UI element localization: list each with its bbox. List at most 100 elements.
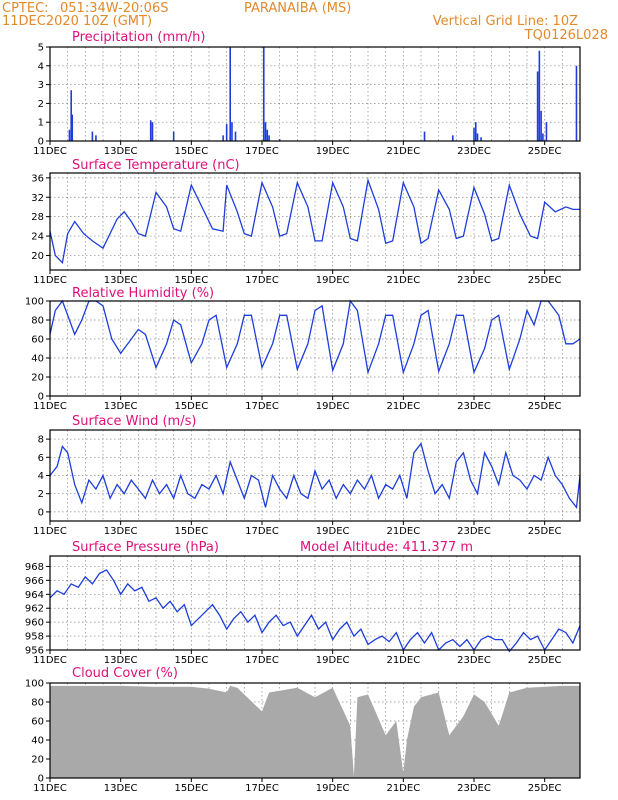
precip-bar — [473, 127, 475, 141]
y-tick-label: 20 — [31, 251, 44, 262]
precip-bar — [231, 122, 233, 141]
panel-pressure: 956 958 960 962 964 966 968 11DEC 13DEC 15DEC 17DE… — [25, 555, 581, 666]
x-tick-label: 17DEC — [245, 526, 279, 537]
panel-temp: 20 24 28 32 36 11DEC 13DEC 15DEC 17DEC 19DEC 21DEC… — [31, 172, 581, 286]
x-tick-label: 15DEC — [174, 146, 208, 157]
precip-bar — [423, 131, 426, 141]
x-tick-label: 25DEC — [528, 146, 562, 157]
panel-cloud: 0 20 40 60 80 100 11DEC 13DEC 15DEC 17DEC 19DEC 21D… — [25, 679, 581, 794]
x-tick-label: 21DEC — [386, 526, 420, 537]
y-tick-label: 36 — [31, 173, 44, 184]
x-tick-label: 17DEC — [245, 275, 279, 286]
precip-bar — [278, 139, 281, 141]
rh-line — [49, 299, 581, 375]
precip-bar — [480, 137, 482, 141]
x-tick-label: 13DEC — [104, 146, 138, 157]
wind-line — [49, 442, 581, 510]
x-tick-label: 17DEC — [245, 146, 279, 157]
precip-bar — [262, 47, 265, 141]
x-tick-label: 15DEC — [174, 401, 208, 412]
panel-title-wind: Surface Wind (m/s) — [72, 414, 196, 429]
y-tick-label: 100 — [25, 679, 44, 690]
precip-bar — [545, 122, 548, 141]
x-tick-label: 11DEC — [33, 655, 67, 666]
y-tick-label: 24 — [31, 232, 44, 243]
x-tick-label: 25DEC — [528, 526, 562, 537]
x-tick-label: 19DEC — [316, 783, 350, 794]
precip-bar — [476, 133, 479, 141]
precip-bar — [71, 114, 74, 141]
x-tick-label: 15DEC — [174, 275, 208, 286]
precip-bar — [264, 122, 267, 141]
y-tick-label: 966 — [25, 576, 44, 587]
precip-bar — [538, 50, 541, 142]
temp-line — [49, 177, 580, 265]
y-tick-label: 1 — [38, 118, 44, 129]
cloud-cover-area — [50, 685, 580, 778]
precip-bar — [234, 131, 237, 141]
x-tick-label: 25DEC — [528, 401, 562, 412]
y-tick-label: 0 — [38, 392, 44, 403]
y-tick-label: 958 — [25, 632, 44, 643]
precip-bar — [266, 129, 269, 141]
y-tick-label: 80 — [31, 316, 44, 327]
pressure-model-altitude: Model Altitude: 411.377 m — [300, 540, 473, 555]
precip-bar — [542, 133, 544, 141]
panel-title-humidity: Relative Humidity (%) — [72, 286, 214, 301]
x-tick-label: 23DEC — [457, 401, 491, 412]
y-tick-label: 0 — [38, 137, 44, 148]
x-tick-label: 11DEC — [33, 526, 67, 537]
pressure-line — [49, 569, 581, 653]
x-tick-label: 13DEC — [104, 526, 138, 537]
x-tick-label: 17DEC — [245, 783, 279, 794]
precip-bar — [229, 47, 231, 141]
y-tick-label: 32 — [31, 193, 44, 204]
header-location: 051:34W-20:06S — [60, 1, 168, 16]
y-tick-label: 2 — [38, 489, 44, 500]
x-tick-label: 13DEC — [104, 783, 138, 794]
x-tick-label: 19DEC — [316, 401, 350, 412]
y-tick-label: 6 — [38, 453, 44, 464]
x-tick-label: 23DEC — [457, 146, 491, 157]
header-source: CPTEC: — [2, 1, 49, 16]
header-grid-note: Vertical Grid Line: 10Z — [433, 14, 578, 29]
y-tick-label: 20 — [31, 373, 44, 384]
y-tick-label: 2 — [38, 99, 44, 110]
x-tick-label: 19DEC — [316, 275, 350, 286]
precip-bar — [222, 135, 224, 141]
precip-bar — [452, 135, 454, 141]
panel-precip: 0 1 2 3 4 5 11DEC 13DEC 15DEC 17DEC 19DEC 21DEC 23DE… — [33, 43, 581, 157]
x-tick-label: 21DEC — [386, 146, 420, 157]
y-tick-label: 4 — [38, 61, 44, 72]
panel-wind: 0 2 4 6 8 11DEC 13DEC 15DEC 17DEC 19DEC 21DEC 23DEC… — [33, 429, 581, 537]
precip-bar — [172, 131, 175, 141]
x-tick-label: 13DEC — [104, 401, 138, 412]
x-tick-label: 17DEC — [245, 401, 279, 412]
x-tick-label: 25DEC — [528, 275, 562, 286]
y-tick-label: 100 — [25, 297, 44, 308]
y-tick-label: 20 — [31, 755, 44, 766]
x-tick-label: 13DEC — [104, 655, 138, 666]
x-tick-label: 25DEC — [528, 655, 562, 666]
panel-frame — [49, 300, 581, 397]
panel-rh: 0 20 40 60 80 100 11DEC 13DEC 15DEC 17DEC 19DEC 21D… — [25, 297, 581, 412]
x-tick-label: 19DEC — [316, 655, 350, 666]
y-tick-label: 40 — [31, 736, 44, 747]
header-station: PARANAIBA (MS) — [244, 1, 351, 16]
y-tick-label: 5 — [38, 43, 44, 54]
x-tick-label: 23DEC — [457, 526, 491, 537]
y-tick-label: 28 — [31, 212, 44, 223]
y-tick-label: 3 — [38, 80, 44, 91]
x-tick-label: 19DEC — [316, 526, 350, 537]
precip-bar — [95, 135, 97, 141]
y-tick-label: 80 — [31, 698, 44, 709]
header-date: 11DEC2020 10Z (GMT) — [2, 14, 152, 29]
header-code: TQ0126L028 — [524, 28, 608, 43]
x-tick-label: 19DEC — [316, 146, 350, 157]
precip-bar — [540, 110, 542, 141]
x-tick-label: 23DEC — [457, 655, 491, 666]
precip-bar — [225, 124, 228, 141]
x-tick-label: 15DEC — [174, 526, 208, 537]
x-tick-label: 11DEC — [33, 783, 67, 794]
